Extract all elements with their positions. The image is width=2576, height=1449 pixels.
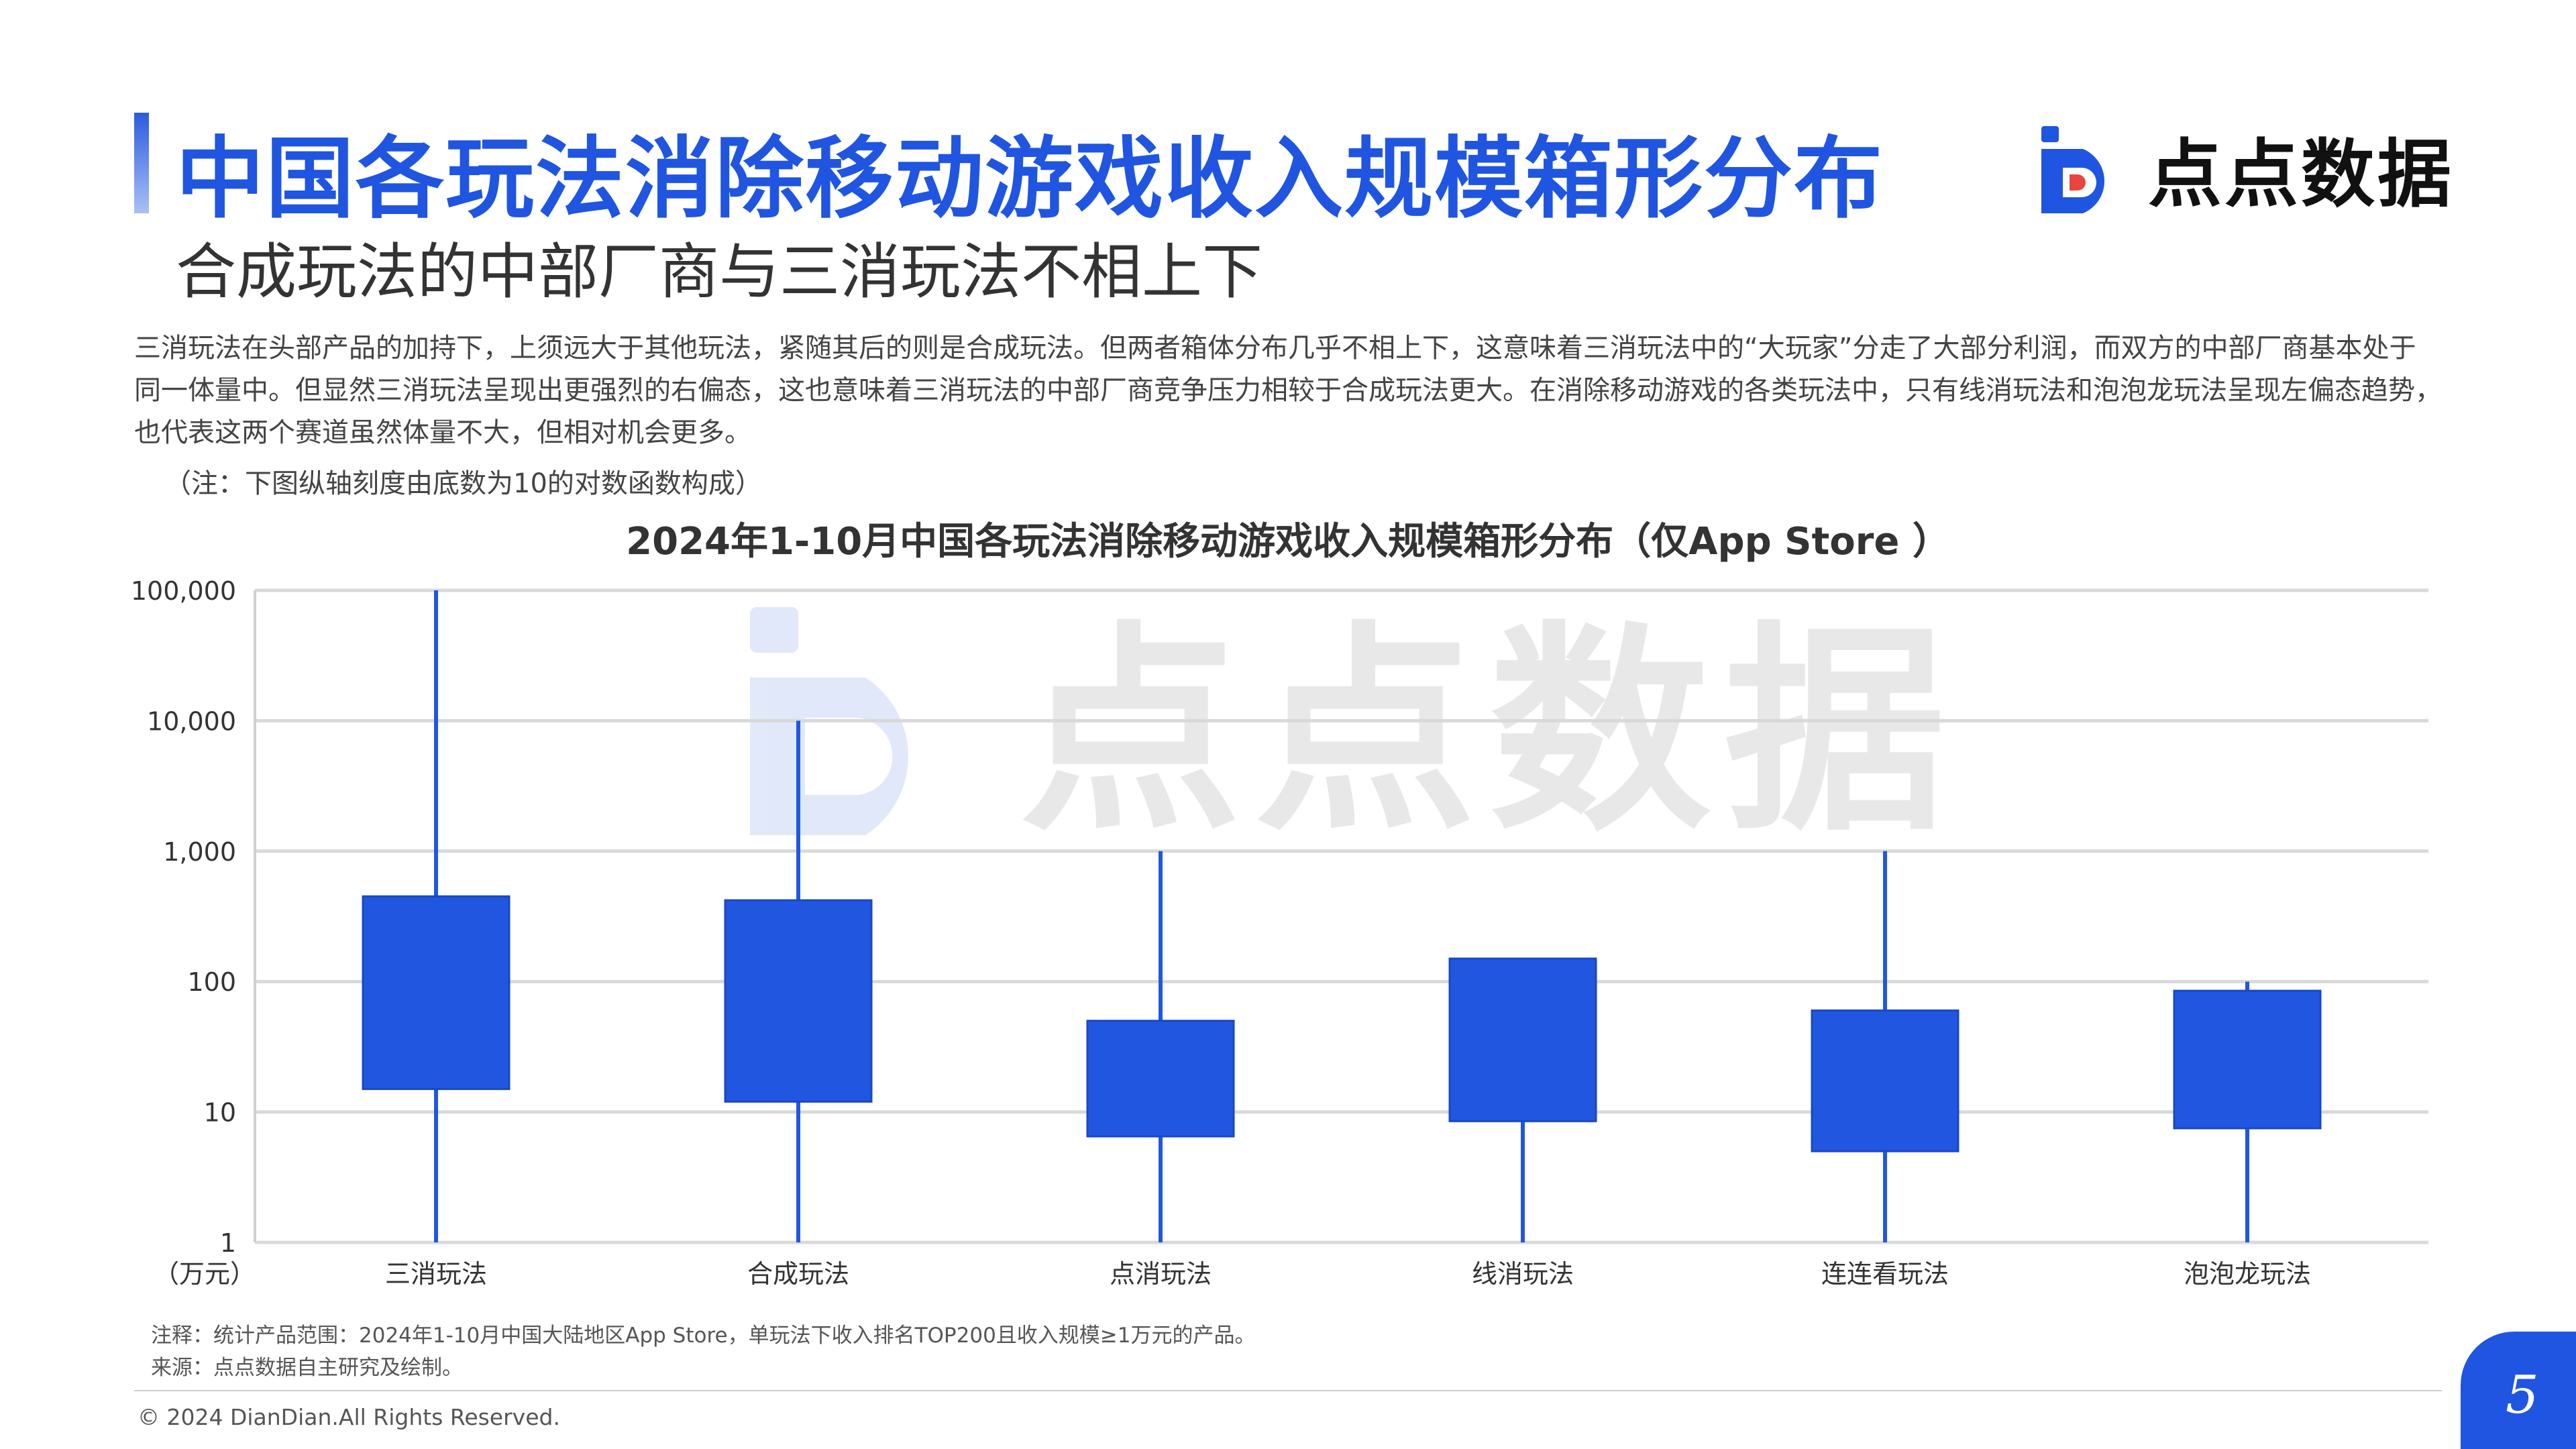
x-category-label: 三消玩法 xyxy=(385,1259,487,1289)
y-tick-label: 1,000 xyxy=(163,837,236,867)
page-title: 中国各玩法消除移动游戏收入规模箱形分布 xyxy=(176,127,1884,231)
box-body xyxy=(1811,1009,1960,1152)
footer-divider xyxy=(134,1390,2442,1391)
axis-note: （注：下图纵轴刻度由底数为10的对数函数构成） xyxy=(164,468,762,499)
x-category-label: 合成玩法 xyxy=(747,1259,849,1289)
x-category-label: 连连看玩法 xyxy=(1821,1259,1949,1289)
y-axis-unit-label: （万元） xyxy=(154,1259,256,1289)
brand-logo: 点点数据 xyxy=(2036,114,2454,221)
copyright: © 2024 DianDian.All Rights Reserved. xyxy=(138,1404,560,1430)
box-body xyxy=(1086,1020,1235,1138)
diandian-logo-icon xyxy=(2041,125,2104,213)
watermark: 点点数据 xyxy=(750,603,1959,861)
chart-title: 2024年1-10月中国各玩法消除移动游戏收入规模箱形分布（仅App Store… xyxy=(626,520,1950,564)
box-body xyxy=(362,895,511,1090)
x-category-label: 点消玩法 xyxy=(1110,1259,1212,1289)
y-tick-label: 100,000 xyxy=(131,576,236,606)
watermark-text: 点点数据 xyxy=(1020,603,1959,861)
x-category-label: 泡泡龙玩法 xyxy=(2184,1259,2311,1289)
page-subtitle: 合成玩法的中部厂商与三消玩法不相上下 xyxy=(176,237,1263,307)
footnote-source: 来源：点点数据自主研究及绘制。 xyxy=(151,1356,463,1380)
box-body xyxy=(724,899,873,1103)
box-body xyxy=(1448,957,1597,1122)
y-tick-label: 1 xyxy=(220,1228,236,1258)
title-accent-bar xyxy=(134,113,149,213)
page-badge xyxy=(2461,1332,2576,1449)
logo-text: 点点数据 xyxy=(2148,131,2454,217)
box-body xyxy=(2173,989,2322,1130)
page-number: 5 xyxy=(2506,1365,2539,1426)
x-category-label: 线消玩法 xyxy=(1472,1259,1574,1289)
y-tick-label: 100 xyxy=(187,967,236,997)
footnote-scope: 注释：统计产品范围：2024年1-10月中国大陆地区App Store，单玩法下… xyxy=(151,1324,1256,1348)
description-paragraph: 三消玩法在头部产品的加持下，上须远大于其他玩法，紧随其后的则是合成玩法。但两者箱… xyxy=(134,333,2442,448)
y-tick-label: 10,000 xyxy=(147,706,236,736)
y-tick-label: 10 xyxy=(204,1098,236,1128)
